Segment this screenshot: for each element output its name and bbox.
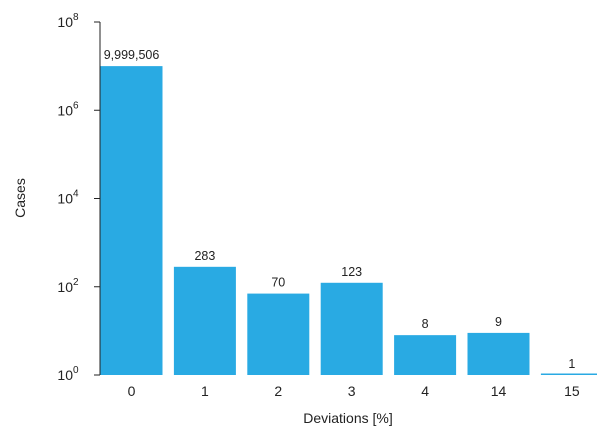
y-tick-label: 102	[57, 277, 79, 295]
data-labels: 9,999,506 283 70 123 8 9 1	[104, 48, 576, 371]
x-tick-label-0: 0	[128, 383, 136, 399]
data-label-0: 9,999,506	[104, 48, 160, 62]
y-tick-label: 108	[57, 12, 79, 30]
y-ticks: 100 102 104 106 108	[57, 12, 100, 383]
x-tick-label-14: 14	[491, 383, 507, 399]
data-label-1: 283	[194, 249, 215, 263]
bar-14	[467, 332, 530, 375]
y-axis-label: Cases	[12, 178, 28, 218]
bar-0	[100, 66, 163, 375]
data-label-15: 1	[568, 357, 575, 371]
y-tick-label: 100	[57, 365, 79, 383]
x-tick-label-3: 3	[348, 383, 356, 399]
data-label-2: 70	[271, 276, 285, 290]
bar-3	[320, 282, 383, 375]
x-tick-label-15: 15	[564, 383, 580, 399]
data-label-14: 9	[495, 315, 502, 329]
bar-4	[394, 335, 457, 375]
x-axis-label: Deviations [%]	[303, 410, 392, 426]
bar-2	[247, 293, 310, 375]
data-label-3: 123	[341, 265, 362, 279]
y-tick-label: 106	[57, 100, 79, 118]
x-tick-labels: 0 1 2 3 4 14 15	[128, 383, 580, 399]
bar-15	[540, 373, 597, 375]
bar-1	[173, 266, 236, 375]
y-tick-label: 104	[57, 189, 79, 207]
bars	[100, 66, 597, 375]
data-label-4: 8	[422, 317, 429, 331]
x-tick-label-4: 4	[421, 383, 429, 399]
x-tick-label-2: 2	[274, 383, 282, 399]
x-tick-label-1: 1	[201, 383, 209, 399]
